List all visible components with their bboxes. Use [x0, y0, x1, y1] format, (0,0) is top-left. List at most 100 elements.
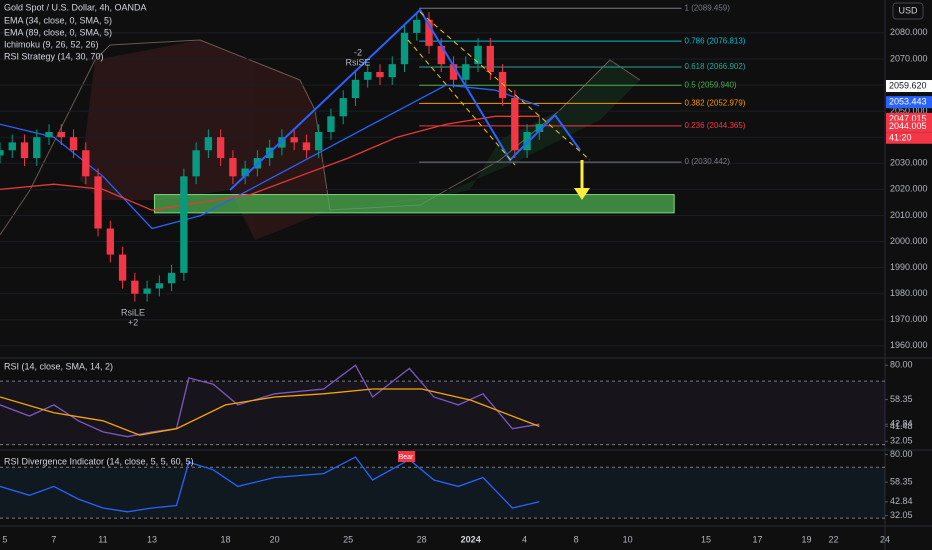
x-tick-label: 15: [701, 534, 711, 544]
indicator-label: RSI Strategy (14, 30, 70): [4, 51, 104, 61]
indicator-label: Ichimoku (9, 26, 52, 26): [4, 39, 99, 49]
price-tag-label: 2044.005: [889, 121, 927, 131]
x-tick-label: 11: [98, 534, 107, 544]
y-tick-label: 42.84: [890, 419, 913, 429]
candle-body: [498, 71, 507, 99]
candle-body: [339, 98, 347, 117]
y-tick-label: 1970.000: [890, 314, 928, 324]
y-tick-label: 80.00: [890, 360, 913, 370]
price-tag: [886, 96, 932, 109]
candle-body: [449, 64, 458, 80]
candle-body: [131, 280, 139, 294]
candle-body: [425, 19, 433, 46]
fib-label: 0.786 (2076.813): [685, 36, 746, 45]
annotation: RsiLE: [121, 307, 145, 317]
y-tick-label: 2070.000: [890, 53, 928, 63]
candle-body: [241, 168, 249, 177]
candle-body: [474, 45, 482, 65]
candle-body: [315, 131, 323, 151]
fib-label: 0 (2030.442): [685, 157, 731, 166]
candle-body: [376, 71, 384, 78]
x-tick-label: 22: [829, 534, 839, 544]
candle-body: [278, 137, 286, 148]
fib-label: 0.618 (2066.902): [685, 62, 746, 71]
x-tick-label: 13: [147, 534, 157, 544]
fib-label: 0.5 (2059.940): [685, 80, 737, 89]
x-tick-label: 25: [343, 534, 353, 544]
x-tick-label: 24: [880, 534, 890, 544]
price-tag-label: 2047.015: [889, 113, 927, 123]
rsi-band: [0, 467, 885, 519]
candle-body: [69, 137, 78, 151]
pane-title: RSI (14, close, SMA, 14, 2): [4, 361, 113, 371]
candle-body: [82, 150, 90, 177]
candle-body: [167, 272, 176, 284]
channel-line: [407, 39, 516, 166]
y-tick-label: 1960.000: [890, 340, 928, 350]
x-tick-label: 28: [417, 534, 427, 544]
indicator-line: [0, 84, 540, 230]
y-tick-label: 2030.000: [890, 158, 928, 168]
indicator-line: [0, 364, 540, 438]
candle-body: [388, 64, 396, 78]
candle-body: [180, 176, 188, 273]
x-tick-label: 5: [2, 534, 7, 544]
candle-body: [143, 288, 151, 294]
x-tick-label: 4: [522, 534, 527, 544]
candle-body: [216, 137, 225, 159]
y-tick-label: 32.05: [890, 436, 913, 446]
bear-label-bg: [398, 451, 415, 462]
candle-body: [204, 137, 213, 151]
x-tick-label: 2024: [461, 534, 481, 544]
x-tick-label: 20: [270, 534, 280, 544]
candle-body: [535, 124, 544, 132]
y-tick-label: 1990.000: [890, 262, 928, 272]
symbol-title: Gold Spot / U.S. Dollar, 4h, OANDA: [4, 2, 147, 12]
candle-body: [302, 142, 311, 151]
candle-body: [486, 45, 494, 72]
candle-body: [364, 71, 372, 80]
candle-body: [0, 150, 4, 156]
countdown-tag: [886, 132, 932, 144]
y-tick-label: 1980.000: [890, 288, 928, 298]
y-tick-label: 2000.000: [890, 236, 928, 246]
y-tick-label: 2050.000: [890, 105, 928, 115]
price-tag-label: 2059.620: [889, 80, 927, 90]
candle-body: [8, 142, 16, 151]
candle-body: [511, 98, 519, 151]
x-tick-label: 18: [221, 534, 231, 544]
annotation: +2: [128, 317, 138, 327]
fib-label: 0.382 (2052.979): [685, 98, 746, 107]
countdown: 41:20: [889, 133, 912, 143]
candle-body: [413, 19, 421, 33]
x-tick-label: 7: [51, 534, 56, 544]
y-tick-label: 41.48: [890, 421, 913, 431]
candle-body: [20, 142, 29, 159]
pane-title: RSI Divergence Indicator (14, close, 5, …: [4, 456, 194, 466]
annotation: -2: [354, 47, 362, 57]
y-tick-label: 58.35: [890, 476, 913, 486]
arrow-head: [574, 188, 590, 200]
currency-button[interactable]: [892, 2, 924, 20]
annotation: RsiSE: [345, 57, 370, 67]
currency[interactable]: USD: [898, 5, 918, 15]
drawing-path: [229, 8, 581, 191]
candle-body: [462, 64, 470, 80]
x-tick-label: 8: [574, 534, 579, 544]
indicator-label: EMA (34, close, 0, SMA, 5): [4, 15, 112, 25]
fib-label: 1 (2089.459): [685, 3, 731, 12]
x-tick-label: 17: [753, 534, 763, 544]
price-tag: [886, 80, 932, 93]
candle-body: [290, 137, 298, 143]
support-zone: [153, 194, 675, 214]
candle-body: [523, 131, 531, 151]
candle-body: [106, 228, 114, 255]
y-tick-label: 58.35: [890, 394, 913, 404]
candle-body: [57, 131, 65, 138]
x-tick-label: 19: [802, 534, 812, 544]
indicator-line: [0, 456, 540, 513]
candle-body: [437, 45, 445, 65]
indicator-label: EMA (89, close, 0, SMA, 5): [4, 27, 112, 37]
